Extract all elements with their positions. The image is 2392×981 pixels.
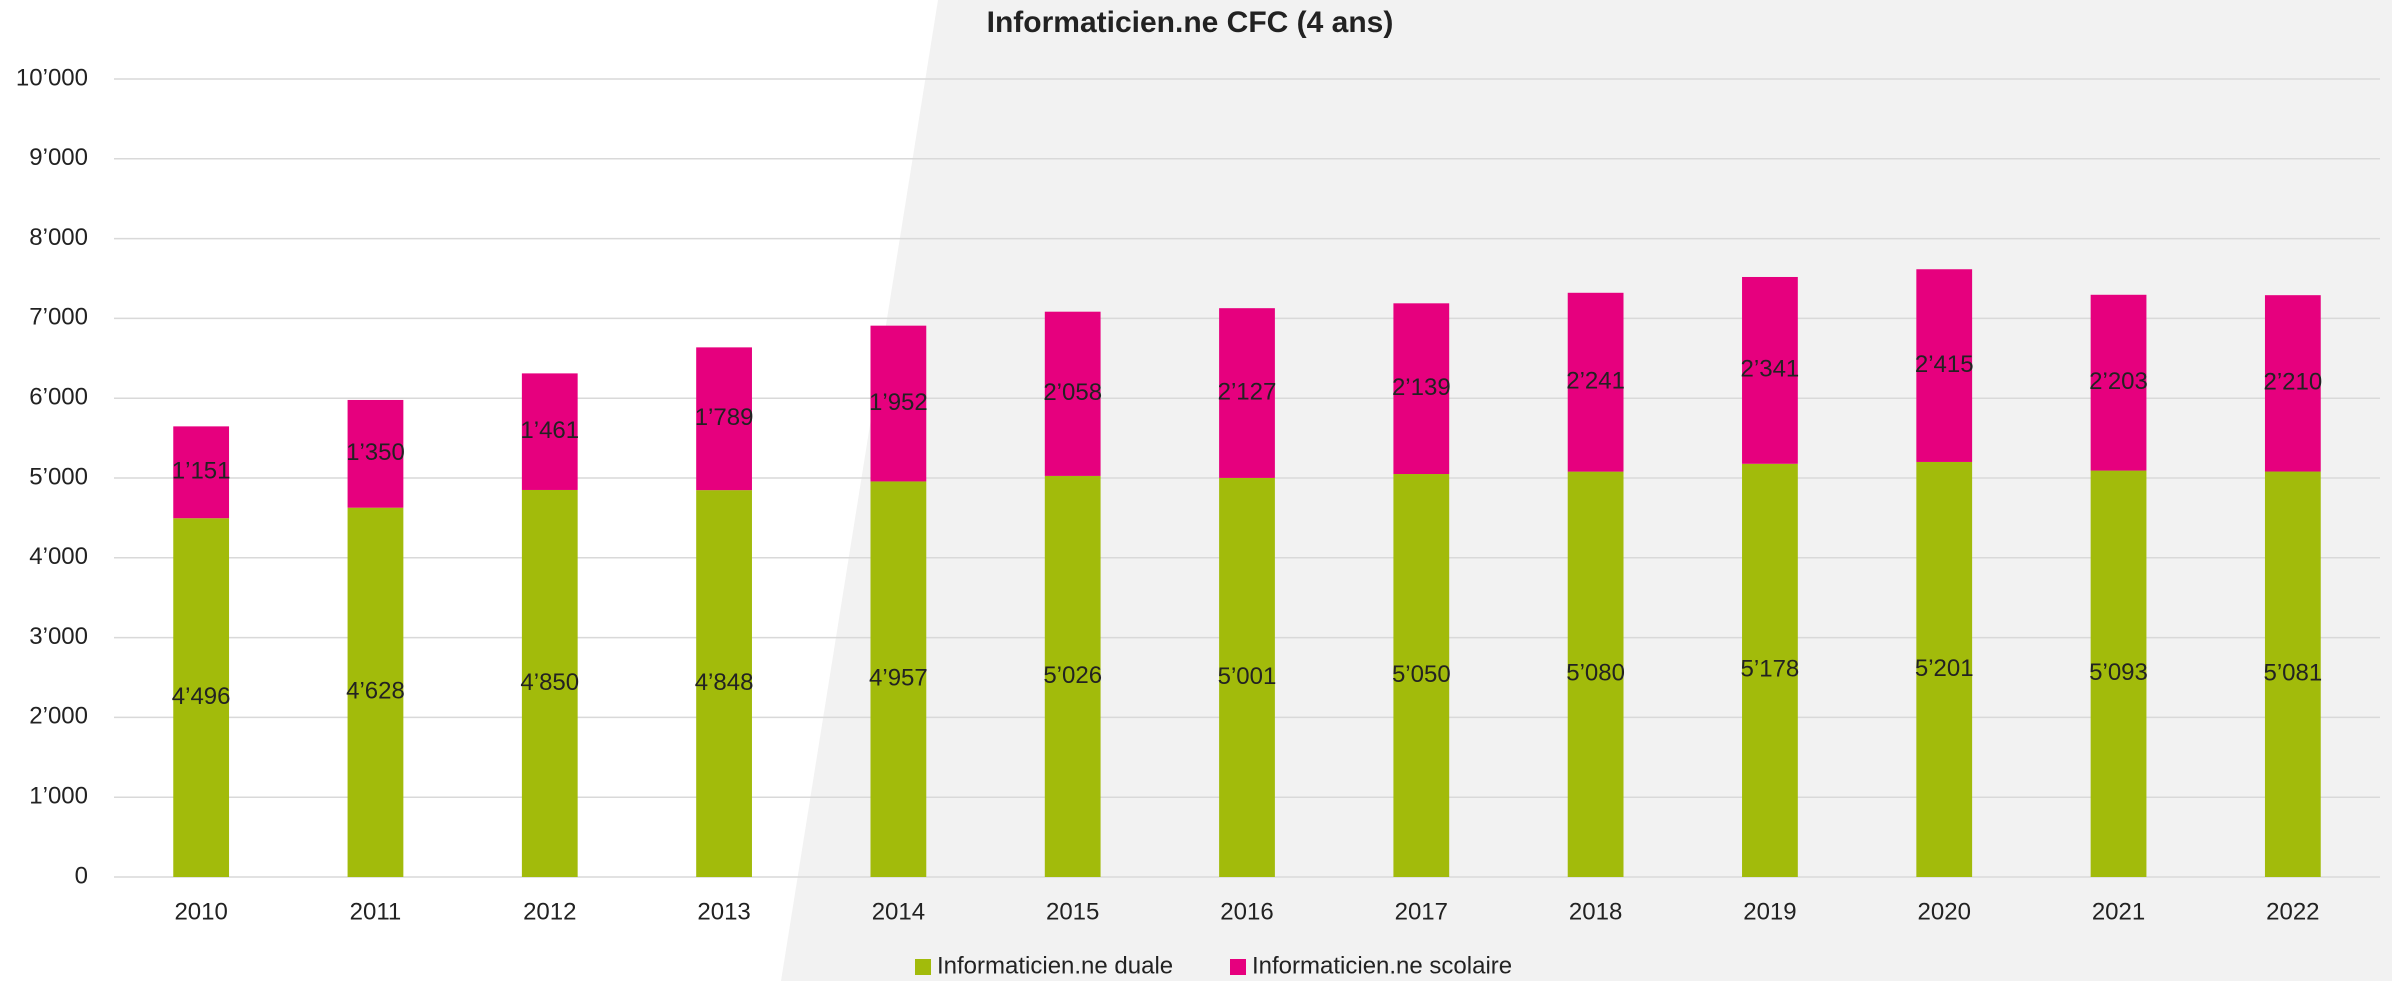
data-label: 5’001: [1218, 663, 1277, 690]
x-tick-label: 2012: [523, 898, 576, 925]
data-label: 5’026: [1043, 662, 1102, 689]
data-label: 2’415: [1915, 351, 1974, 378]
x-tick-label: 2021: [2092, 898, 2145, 925]
data-label: 1’350: [346, 439, 405, 466]
bar-segment: [1567, 292, 1624, 472]
bar-segment: [1219, 308, 1275, 478]
data-label: 2’139: [1392, 374, 1451, 401]
x-tick-label: 2022: [2266, 898, 2319, 925]
data-label: 1’151: [172, 458, 231, 485]
y-tick-label: 5’000: [29, 463, 88, 490]
legend-label: Informaticien.ne duale: [937, 952, 1173, 979]
bar-segment: [870, 325, 927, 482]
data-label: 5’178: [1741, 656, 1800, 683]
data-label: 2’341: [1741, 356, 1800, 383]
y-tick-label: 8’000: [29, 224, 88, 251]
data-label: 5’201: [1915, 655, 1974, 682]
y-tick-label: 6’000: [29, 384, 88, 411]
legend-swatch: [915, 959, 931, 975]
y-tick-label: 2’000: [29, 703, 88, 730]
y-tick-label: 0: [75, 862, 88, 889]
bar-segment: [1742, 463, 1798, 877]
data-label: 1’461: [520, 417, 579, 444]
data-label: 2’241: [1566, 368, 1625, 395]
data-label: 2’127: [1218, 378, 1277, 405]
data-label: 2’058: [1043, 379, 1102, 406]
bar-segment: [2264, 471, 2321, 877]
data-label: 5’050: [1392, 661, 1451, 688]
bar-segment: [696, 490, 752, 877]
bar-segment: [696, 347, 752, 491]
y-tick-label: 3’000: [29, 623, 88, 650]
data-label: 4’628: [346, 678, 405, 705]
bar-segment: [2090, 294, 2147, 471]
bar-segment: [1393, 474, 1450, 877]
x-tick-label: 2011: [350, 898, 402, 925]
legend-label: Informaticien.ne scolaire: [1252, 952, 1512, 979]
data-label: 5’093: [2089, 659, 2148, 686]
bar-segment: [173, 426, 230, 519]
x-tick-label: 2015: [1046, 898, 1099, 925]
bar-segment: [1044, 475, 1101, 877]
bar-segment: [1742, 276, 1798, 464]
x-tick-label: 2018: [1569, 898, 1622, 925]
bar-segment: [521, 489, 578, 877]
bar-segment: [870, 481, 927, 877]
x-tick-label: 2010: [174, 898, 227, 925]
bar-segment: [347, 507, 404, 877]
bar-segment: [2264, 295, 2321, 472]
y-tick-label: 9’000: [29, 144, 88, 171]
legend-swatch: [1230, 959, 1246, 975]
x-tick-label: 2013: [697, 898, 750, 925]
bar-segment: [521, 373, 578, 490]
bar-segment: [1393, 303, 1450, 475]
y-tick-label: 1’000: [29, 783, 88, 810]
x-tick-label: 2017: [1395, 898, 1448, 925]
x-tick-label: 2019: [1743, 898, 1796, 925]
bar-segment: [173, 518, 230, 877]
data-label: 5’081: [2263, 660, 2322, 687]
bar-segment: [1916, 461, 1973, 877]
data-label: 5’080: [1566, 660, 1625, 687]
data-label: 4’848: [695, 669, 754, 696]
y-tick-label: 10’000: [16, 64, 88, 91]
chart-title: Informaticien.ne CFC (4 ans): [987, 6, 1394, 39]
x-tick-label: 2016: [1220, 898, 1273, 925]
bar-segment: [1567, 471, 1624, 877]
x-tick-label: 2020: [1918, 898, 1971, 925]
bar-segment: [347, 399, 404, 508]
x-tick-label: 2014: [872, 898, 925, 925]
data-label: 1’789: [695, 404, 754, 431]
data-label: 2’203: [2089, 368, 2148, 395]
bar-segment: [1916, 269, 1973, 462]
bar-segment: [2090, 470, 2147, 877]
data-label: 4’850: [520, 669, 579, 696]
data-label: 2’210: [2263, 369, 2322, 396]
y-tick-label: 4’000: [29, 543, 88, 570]
bar-segment: [1044, 311, 1101, 476]
data-label: 4’496: [172, 683, 231, 710]
data-label: 1’952: [869, 389, 928, 416]
data-label: 4’957: [869, 665, 928, 692]
y-tick-label: 7’000: [29, 304, 88, 331]
bar-segment: [1219, 477, 1275, 877]
